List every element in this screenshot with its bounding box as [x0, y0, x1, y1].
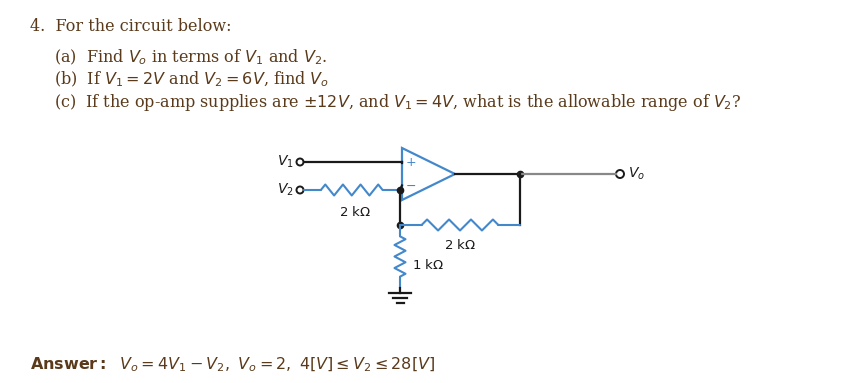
Text: $2\ \mathrm{k\Omega}$: $2\ \mathrm{k\Omega}$ — [444, 238, 476, 252]
Text: $V_o$: $V_o$ — [628, 166, 645, 182]
Text: $1\ \mathrm{k\Omega}$: $1\ \mathrm{k\Omega}$ — [412, 258, 444, 272]
Text: 4.  For the circuit below:: 4. For the circuit below: — [30, 18, 232, 35]
Text: (c)  If the op-amp supplies are $\pm12V$, and $V_1 = 4V$, what is the allowable : (c) If the op-amp supplies are $\pm12V$,… — [54, 92, 742, 113]
Text: $V_2$: $V_2$ — [277, 182, 294, 198]
Text: +: + — [406, 156, 416, 169]
Text: (a)  Find $V_o$ in terms of $V_1$ and $V_2$.: (a) Find $V_o$ in terms of $V_1$ and $V_… — [54, 48, 328, 67]
Text: $\bf{Answer:}$  $V_o = 4V_1 - V_2,\ V_o = 2,\ 4[V] \leq V_2 \leq 28[V]$: $\bf{Answer:}$ $V_o = 4V_1 - V_2,\ V_o =… — [30, 356, 435, 375]
Text: $V_1$: $V_1$ — [277, 154, 294, 170]
Text: $2\ \mathrm{k\Omega}$: $2\ \mathrm{k\Omega}$ — [339, 205, 371, 219]
Text: (b)  If $V_1 = 2V$ and $V_2 = 6V$, find $V_o$: (b) If $V_1 = 2V$ and $V_2 = 6V$, find $… — [54, 70, 329, 89]
Text: $-$: $-$ — [406, 179, 417, 192]
